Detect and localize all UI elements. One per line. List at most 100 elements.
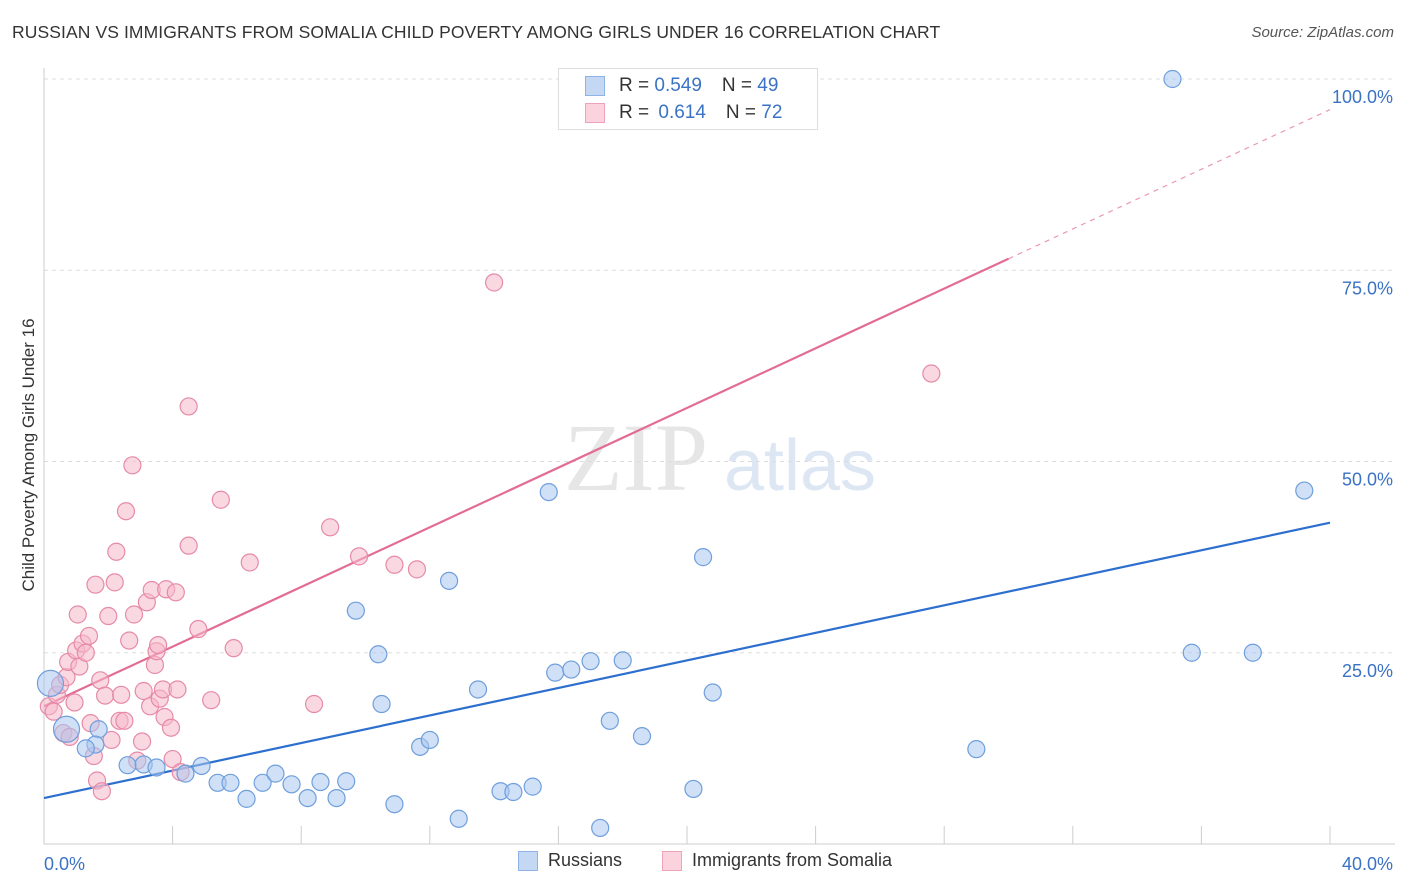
point-russians <box>468 680 488 699</box>
point-russians <box>369 645 388 664</box>
point-somalia <box>179 397 198 416</box>
series-legend: Russians Immigrants from Somalia <box>0 850 1406 880</box>
point-somalia <box>132 732 152 751</box>
legend-n-value: 49 <box>757 75 779 96</box>
point-somalia <box>189 619 208 639</box>
point-somalia <box>120 631 139 650</box>
point-somalia <box>99 606 118 626</box>
point-somalia <box>105 573 124 592</box>
point-russians <box>253 773 272 792</box>
point-somalia <box>79 626 99 646</box>
legend-n-label: N = <box>721 75 758 96</box>
y-tick-label: 25.0% <box>1342 661 1393 681</box>
point-russians <box>632 727 652 746</box>
point-somalia <box>202 691 221 710</box>
point-somalia <box>407 560 427 579</box>
point-russians <box>266 764 285 783</box>
point-russians <box>327 788 346 808</box>
point-russians <box>591 818 610 838</box>
point-russians <box>449 809 468 828</box>
point-russians <box>581 652 600 671</box>
point-somalia <box>124 605 144 624</box>
point-somalia <box>92 782 111 801</box>
point-somalia <box>304 694 324 714</box>
point-somalia <box>179 536 198 555</box>
x-tick-label: 40.0% <box>1342 854 1393 874</box>
point-russians <box>192 756 211 776</box>
legend-n-label: N = <box>725 102 762 123</box>
point-somalia <box>86 575 105 594</box>
point-russians <box>703 683 722 702</box>
point-somalia <box>163 749 182 769</box>
trend-line-russians <box>43 521 1331 800</box>
y-tick-label: 100.0% <box>1332 87 1393 107</box>
point-somalia <box>224 639 243 658</box>
point-russians <box>311 772 330 792</box>
legend-r-value: 0.614 <box>658 102 706 123</box>
point-somalia <box>168 680 187 699</box>
point-russians <box>221 773 240 792</box>
point-somalia <box>485 273 504 292</box>
y-tick-label: 50.0% <box>1342 470 1393 490</box>
point-russians <box>237 789 256 808</box>
point-russians <box>1295 481 1314 500</box>
point-russians <box>1182 643 1201 662</box>
point-somalia <box>76 643 95 662</box>
x-tick-label: 0.0% <box>44 854 85 874</box>
point-russians <box>967 740 986 759</box>
point-russians <box>1163 69 1182 89</box>
point-somalia <box>123 456 142 475</box>
point-russians <box>298 788 317 808</box>
trend-line-somalia-extension <box>1008 109 1331 260</box>
legend-r-label: R = <box>619 102 655 123</box>
point-somalia <box>166 583 185 602</box>
legend-item-russians: Russians <box>518 850 622 871</box>
point-somalia <box>115 711 134 730</box>
legend-swatch-blue <box>518 850 538 871</box>
point-somalia <box>91 671 110 690</box>
point-russians <box>546 663 565 682</box>
point-somalia <box>349 547 369 566</box>
point-russians <box>539 483 558 502</box>
point-somalia <box>211 490 230 509</box>
point-russians <box>346 601 365 620</box>
point-russians <box>523 777 542 796</box>
legend-box: R = 0.549 N = 49 R = 0.614 N = 72 <box>558 68 818 130</box>
point-somalia <box>240 553 259 572</box>
point-russians <box>76 739 95 758</box>
point-somalia <box>65 693 84 712</box>
point-somalia <box>922 364 941 383</box>
point-russians <box>693 548 713 567</box>
legend-swatch-pink <box>585 103 605 123</box>
watermark-zip: ZIP <box>564 404 708 511</box>
point-somalia <box>107 542 126 561</box>
point-russians <box>439 571 459 590</box>
point-russians <box>176 764 195 783</box>
legend-swatch-blue <box>585 76 605 96</box>
data-points <box>36 69 1314 838</box>
point-somalia <box>95 686 115 705</box>
source-credit: Source: ZipAtlas.com <box>1251 24 1394 41</box>
point-russians <box>504 782 523 802</box>
tick-labels: 25.0% 50.0% 75.0% 100.0% 0.0% 40.0% <box>44 87 1393 874</box>
y-tick-label: 75.0% <box>1342 278 1393 298</box>
legend-label-russians: Russians <box>548 850 623 870</box>
point-russians <box>1243 643 1262 662</box>
point-russians <box>372 694 391 714</box>
watermark: ZIP atlas <box>564 404 876 511</box>
watermark-atlas: atlas <box>724 426 876 506</box>
legend-n-value: 72 <box>761 102 783 123</box>
point-russians <box>600 711 619 730</box>
legend-r-label: R = <box>619 75 655 96</box>
legend-r-value: 0.549 <box>654 75 702 96</box>
chart-title: RUSSIAN VS IMMIGRANTS FROM SOMALIA CHILD… <box>12 22 941 42</box>
point-somalia <box>149 635 168 655</box>
point-somalia <box>116 502 136 521</box>
point-somalia <box>161 718 181 737</box>
point-russians <box>385 795 404 814</box>
legend-label-somalia: Immigrants from Somalia <box>692 850 893 870</box>
axes <box>43 68 1395 845</box>
point-russians <box>337 772 356 791</box>
point-russians <box>52 715 81 743</box>
